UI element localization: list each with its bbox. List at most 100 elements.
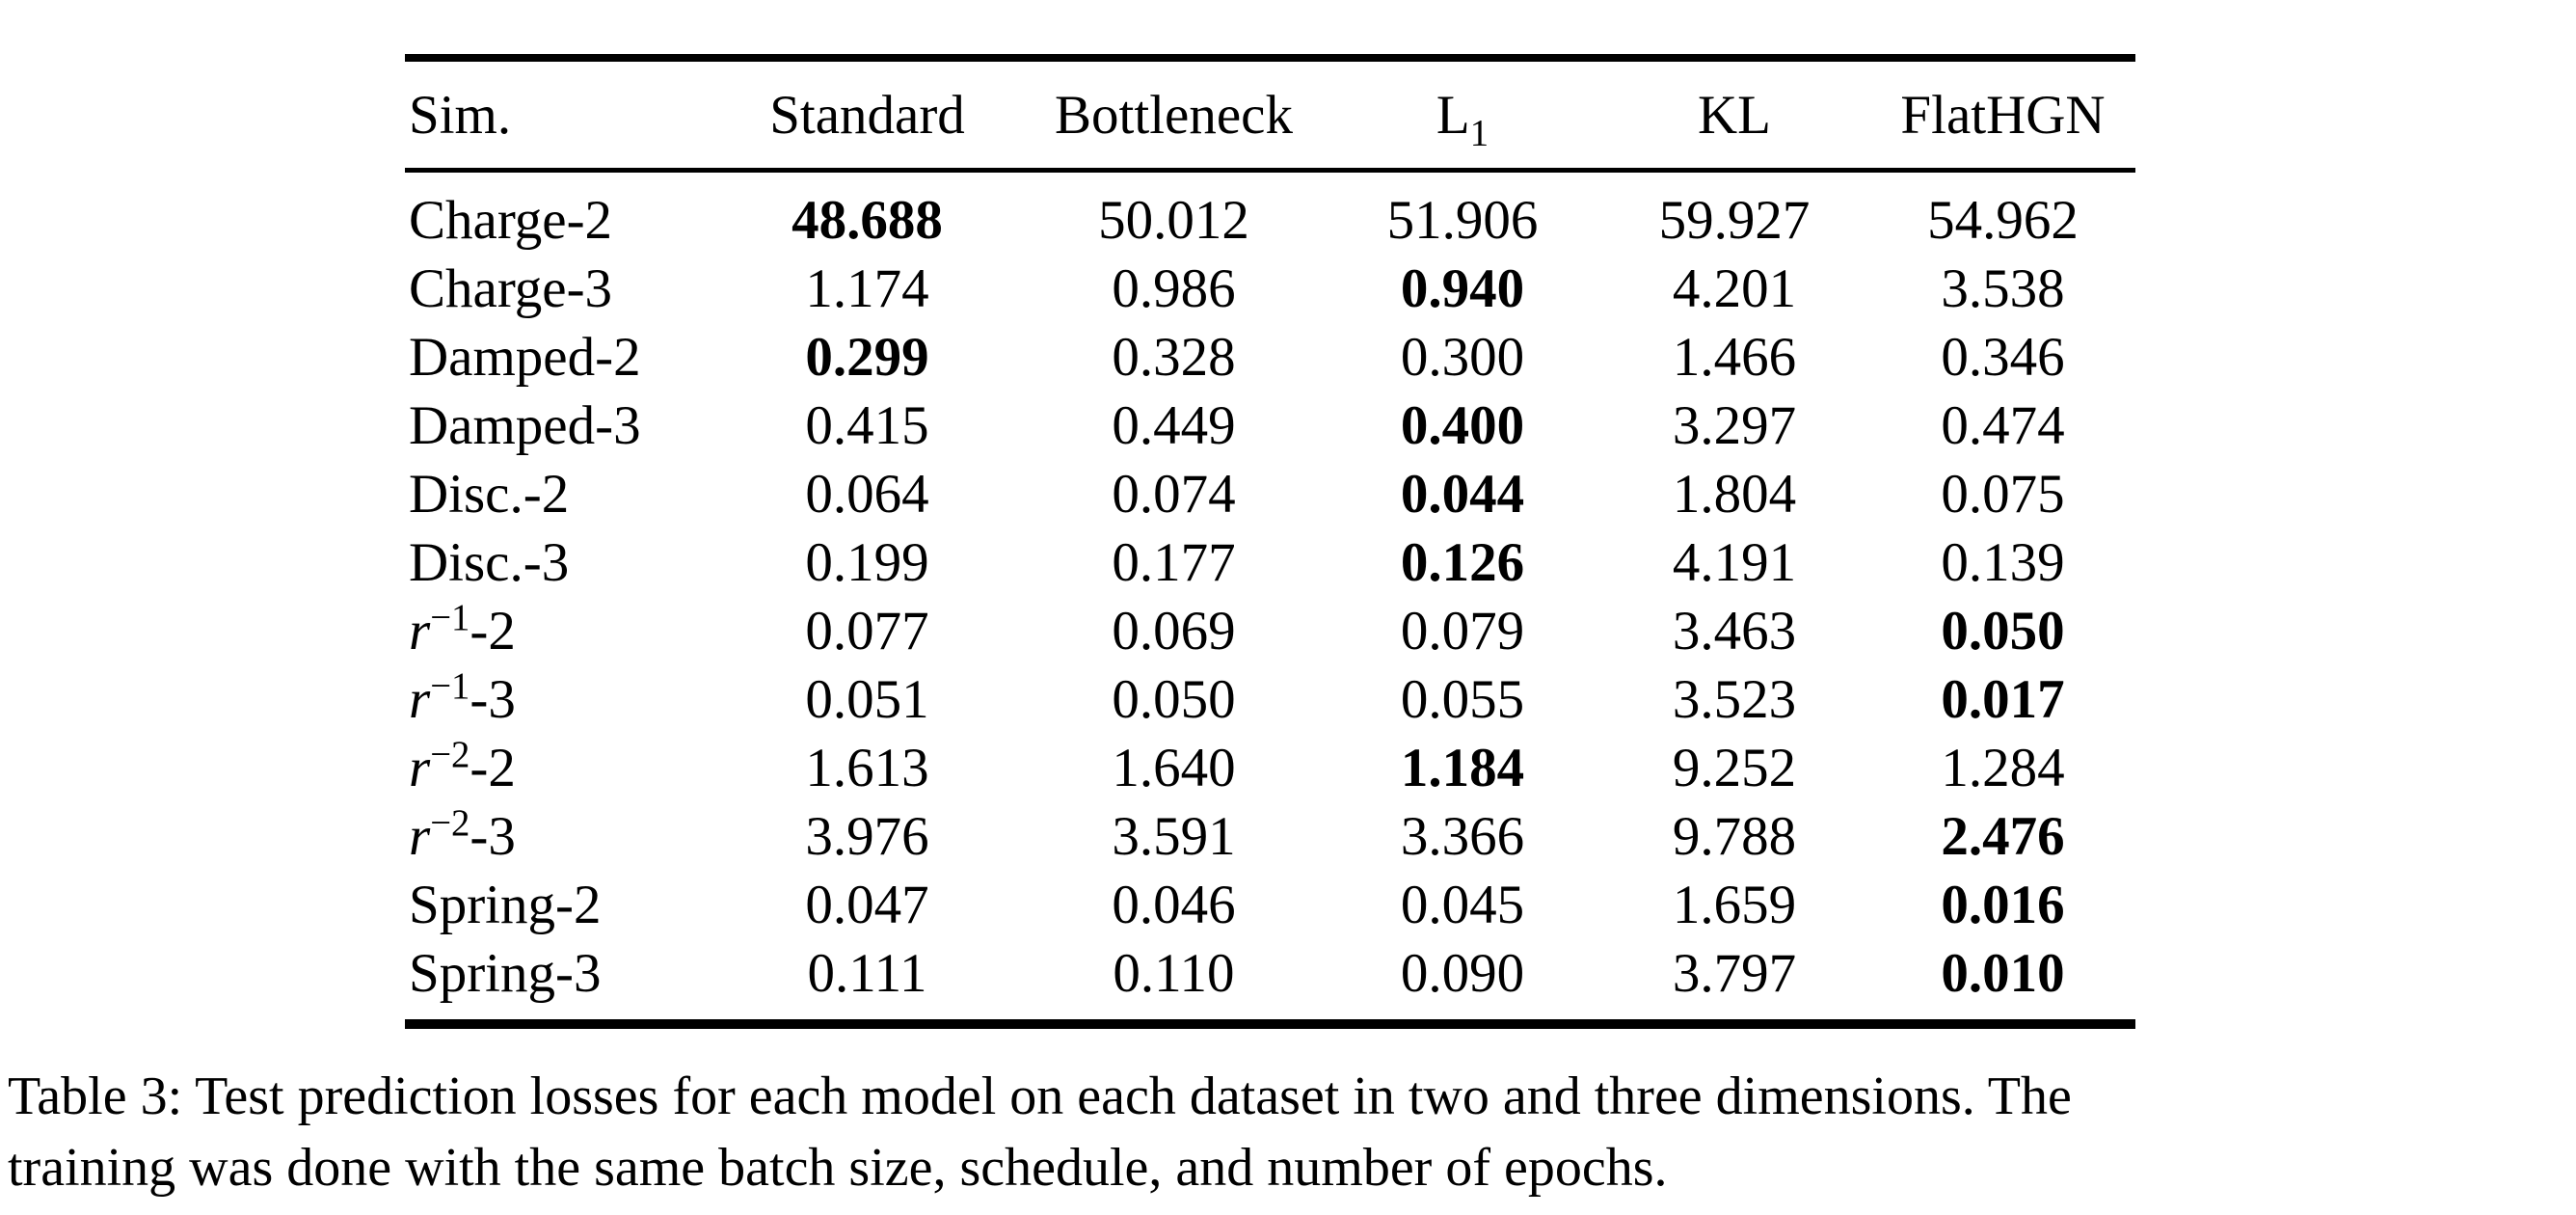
loss-value-cell: 1.804 xyxy=(1672,464,1797,525)
loss-value-cell: 0.046 xyxy=(1112,875,1236,935)
column-header-label: KL xyxy=(1698,84,1771,146)
sim-label-base: r xyxy=(409,669,431,730)
loss-value-cell: 0.111 xyxy=(807,943,927,1004)
table-row: Charge-3 1.174 0.986 0.940 4.201 3.538 xyxy=(405,255,2135,323)
loss-value-cell: 1.174 xyxy=(805,258,929,319)
loss-value-cell: 0.986 xyxy=(1112,258,1236,319)
loss-value-cell: 0.050 xyxy=(1112,669,1236,730)
table-row: Spring-3 0.111 0.110 0.090 3.797 0.010 xyxy=(405,939,2135,1024)
loss-value-cell: 0.017 xyxy=(1941,669,2065,730)
results-table: Sim. Standard Bottleneck L1 KL FlatHGN Charge… xyxy=(405,54,2135,1029)
column-header-bottleneck: Bottleneck xyxy=(1021,58,1327,173)
sim-label-cell: Charge-3 xyxy=(405,255,713,323)
loss-value-cell: 0.074 xyxy=(1112,464,1236,525)
column-header-label: Standard xyxy=(769,84,965,146)
loss-value-cell: 0.010 xyxy=(1941,943,2065,1004)
column-header-kl: KL xyxy=(1598,58,1870,173)
loss-value-cell: 59.927 xyxy=(1658,190,1811,251)
loss-value-cell: 0.069 xyxy=(1112,601,1236,662)
sim-label-base: Charge-2 xyxy=(409,190,613,251)
sim-label-suffix: -2 xyxy=(470,601,516,662)
column-header-label: Sim. xyxy=(409,84,512,146)
loss-value-cell: 0.110 xyxy=(1113,943,1235,1004)
table-row: Damped-2 0.299 0.328 0.300 1.466 0.346 xyxy=(405,323,2135,392)
loss-value-cell: 4.201 xyxy=(1672,258,1797,319)
column-header-sim: Sim. xyxy=(405,58,713,173)
loss-value-cell: 0.328 xyxy=(1112,327,1236,388)
sim-label-base: Disc.-2 xyxy=(409,464,570,525)
table-row: Disc.-3 0.199 0.177 0.126 4.191 0.139 xyxy=(405,528,2135,597)
column-header-subscript: 1 xyxy=(1469,111,1489,153)
table-row: r−1-3 0.051 0.050 0.055 3.523 0.017 xyxy=(405,665,2135,734)
column-header-standard: Standard xyxy=(713,58,1021,173)
table-row: Disc.-2 0.064 0.074 0.044 1.804 0.075 xyxy=(405,460,2135,528)
loss-value-cell: 0.177 xyxy=(1112,532,1236,593)
column-header-label: FlatHGN xyxy=(1900,84,2106,146)
sim-label-cell: Disc.-3 xyxy=(405,528,713,597)
sim-label-base: Charge-3 xyxy=(409,258,613,319)
sim-label-cell: Charge-2 xyxy=(405,171,713,256)
loss-value-cell: 0.400 xyxy=(1400,395,1525,456)
sim-label-base: Damped-2 xyxy=(409,327,641,388)
sim-label-cell: Spring-2 xyxy=(405,871,713,939)
loss-value-cell: 0.415 xyxy=(805,395,929,456)
loss-value-cell: 0.126 xyxy=(1400,532,1525,593)
sim-label-cell: r−1-2 xyxy=(405,597,713,665)
loss-value-cell: 3.523 xyxy=(1672,669,1797,730)
loss-value-cell: 0.299 xyxy=(805,327,929,388)
loss-value-cell: 2.476 xyxy=(1941,806,2065,867)
sim-label-cell: r−2-3 xyxy=(405,802,713,871)
table-row: Spring-2 0.047 0.046 0.045 1.659 0.016 xyxy=(405,871,2135,939)
loss-value-cell: 0.346 xyxy=(1941,327,2065,388)
loss-value-cell: 3.538 xyxy=(1941,258,2065,319)
loss-value-cell: 50.012 xyxy=(1098,190,1249,251)
sim-label-suffix: -3 xyxy=(470,669,516,730)
loss-value-cell: 3.463 xyxy=(1672,601,1797,662)
table-row: r−2-3 3.976 3.591 3.366 9.788 2.476 xyxy=(405,802,2135,871)
loss-value-cell: 48.688 xyxy=(792,190,943,251)
sim-label-suffix: -2 xyxy=(470,738,516,798)
sim-label-base: Spring-2 xyxy=(409,875,602,935)
sim-label-suffix: -3 xyxy=(470,806,516,867)
loss-value-cell: 1.466 xyxy=(1672,327,1797,388)
loss-value-cell: 1.284 xyxy=(1941,738,2065,798)
loss-value-cell: 0.449 xyxy=(1112,395,1236,456)
loss-value-cell: 4.191 xyxy=(1672,532,1797,593)
loss-value-cell: 0.045 xyxy=(1400,875,1525,935)
sim-label-cell: Damped-2 xyxy=(405,323,713,392)
caption-line-2: training was done with the same batch si… xyxy=(8,1138,1668,1198)
loss-value-cell: 0.079 xyxy=(1400,601,1525,662)
loss-value-cell: 9.252 xyxy=(1672,738,1797,798)
loss-value-cell: 3.591 xyxy=(1112,806,1236,867)
loss-value-cell: 0.075 xyxy=(1941,464,2065,525)
loss-value-cell: 0.940 xyxy=(1400,258,1525,319)
column-header-label: Bottleneck xyxy=(1055,84,1293,146)
loss-value-cell: 1.659 xyxy=(1672,875,1797,935)
loss-value-cell: 0.044 xyxy=(1400,464,1525,525)
loss-value-cell: 3.297 xyxy=(1672,395,1797,456)
results-table-container: Sim. Standard Bottleneck L1 KL FlatHGN Charge… xyxy=(405,54,2135,1029)
loss-value-cell: 3.366 xyxy=(1400,806,1525,867)
loss-value-cell: 0.199 xyxy=(805,532,929,593)
sim-label-base: Damped-3 xyxy=(409,395,641,456)
table-row: r−1-2 0.077 0.069 0.079 3.463 0.050 xyxy=(405,597,2135,665)
loss-value-cell: 3.797 xyxy=(1672,943,1797,1004)
loss-value-cell: 0.474 xyxy=(1941,395,2065,456)
loss-value-cell: 1.184 xyxy=(1400,738,1525,798)
table-body: Charge-2 48.688 50.012 51.906 59.927 54.962 Ch… xyxy=(405,171,2135,1025)
loss-value-cell: 0.300 xyxy=(1400,327,1525,388)
loss-value-cell: 0.139 xyxy=(1941,532,2065,593)
table-row: r−2-2 1.613 1.640 1.184 9.252 1.284 xyxy=(405,734,2135,802)
table-row: Charge-2 48.688 50.012 51.906 59.927 54.962 xyxy=(405,171,2135,256)
sim-label-base: r xyxy=(409,806,431,867)
loss-value-cell: 0.064 xyxy=(805,464,929,525)
sim-label-superscript: −1 xyxy=(430,665,470,707)
sim-label-base: r xyxy=(409,601,431,662)
loss-value-cell: 54.962 xyxy=(1927,190,2079,251)
loss-value-cell: 0.016 xyxy=(1941,875,2065,935)
sim-label-base: Disc.-3 xyxy=(409,532,570,593)
sim-label-superscript: −1 xyxy=(430,597,470,638)
sim-label-cell: r−1-3 xyxy=(405,665,713,734)
table-caption: Table 3: Test prediction losses for each… xyxy=(8,1061,2568,1203)
